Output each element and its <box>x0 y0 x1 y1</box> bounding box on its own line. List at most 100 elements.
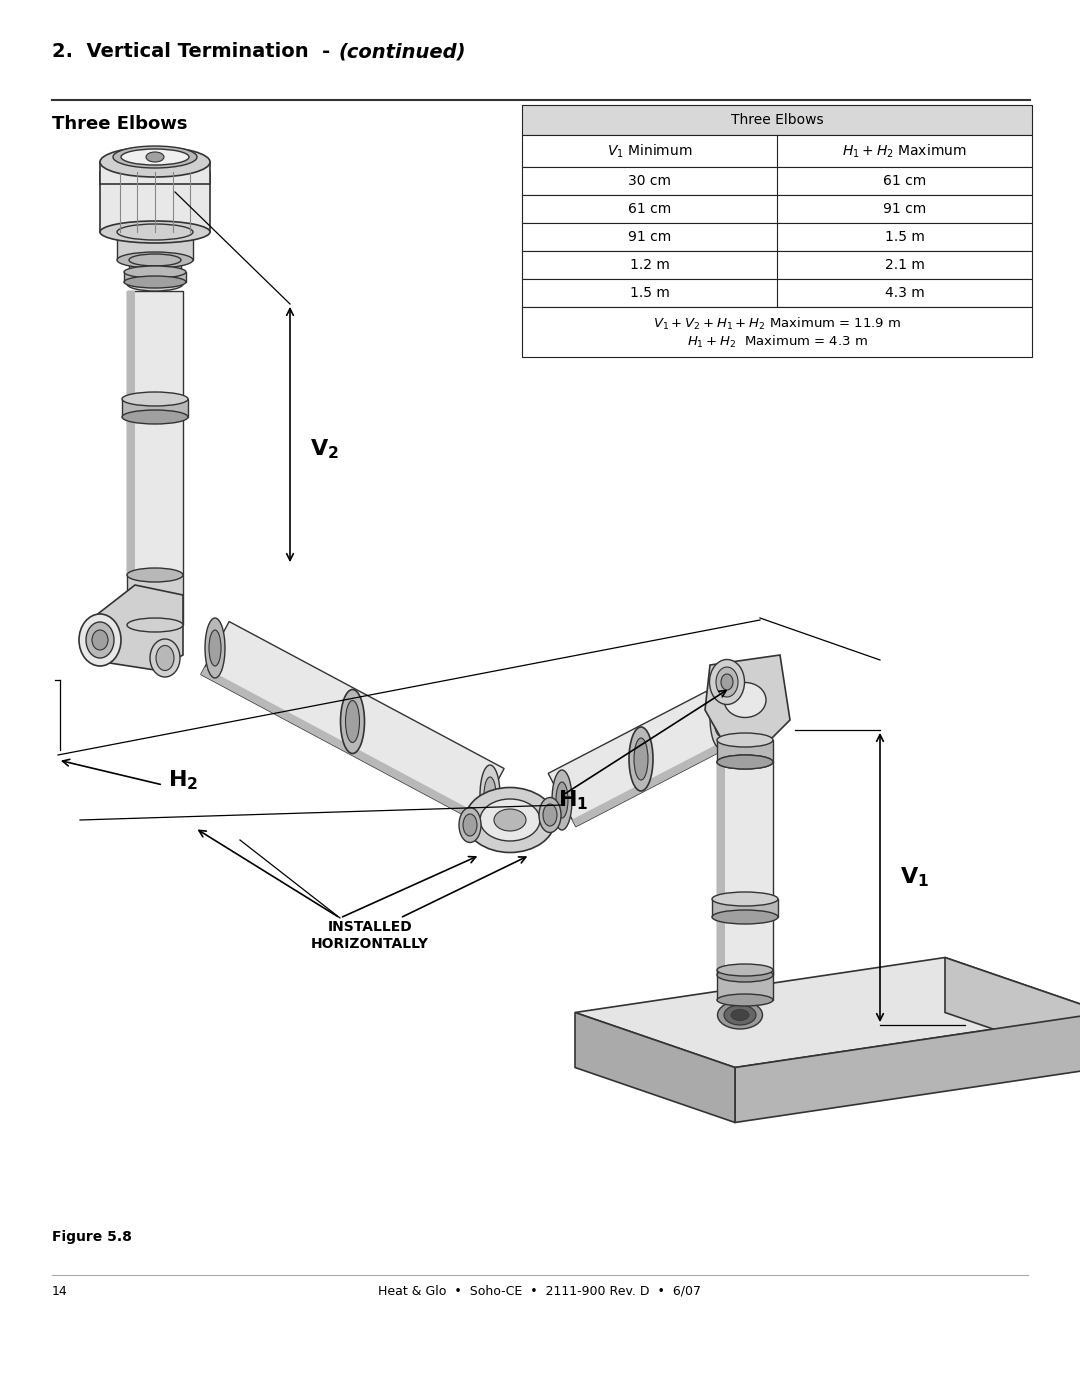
Ellipse shape <box>127 277 183 291</box>
Ellipse shape <box>480 766 500 826</box>
Polygon shape <box>90 585 183 671</box>
Ellipse shape <box>100 221 210 243</box>
Ellipse shape <box>146 152 164 162</box>
Text: 2.1 m: 2.1 m <box>885 258 924 272</box>
Ellipse shape <box>724 1004 756 1025</box>
Text: 91 cm: 91 cm <box>882 203 927 217</box>
Ellipse shape <box>122 409 188 425</box>
Polygon shape <box>549 692 733 827</box>
Polygon shape <box>945 957 1080 1067</box>
Ellipse shape <box>121 149 189 165</box>
Ellipse shape <box>86 622 114 658</box>
Ellipse shape <box>717 995 773 1006</box>
Text: 1.5 m: 1.5 m <box>885 231 924 244</box>
Ellipse shape <box>634 738 648 780</box>
Ellipse shape <box>127 569 183 583</box>
Bar <box>717 970 773 1000</box>
Ellipse shape <box>122 393 188 407</box>
Bar <box>100 162 210 184</box>
Ellipse shape <box>724 683 766 718</box>
Bar <box>717 761 725 975</box>
Polygon shape <box>575 957 1080 1067</box>
Ellipse shape <box>552 770 572 830</box>
Ellipse shape <box>717 754 773 768</box>
Text: 2.  Vertical Termination  -: 2. Vertical Termination - <box>52 42 337 61</box>
Bar <box>129 260 181 272</box>
Ellipse shape <box>717 968 773 982</box>
Text: $\mathbf{V_1}$: $\mathbf{V_1}$ <box>900 865 929 888</box>
Ellipse shape <box>712 893 778 907</box>
Ellipse shape <box>710 687 730 747</box>
Text: 4.3 m: 4.3 m <box>885 286 924 300</box>
Bar <box>717 740 773 761</box>
Bar <box>522 105 1032 136</box>
Bar <box>522 251 1032 279</box>
Text: $\mathbf{V_2}$: $\mathbf{V_2}$ <box>310 437 339 461</box>
Polygon shape <box>735 1013 1080 1123</box>
Ellipse shape <box>127 617 183 631</box>
Text: 61 cm: 61 cm <box>627 203 671 217</box>
Ellipse shape <box>210 630 221 666</box>
Ellipse shape <box>629 726 653 791</box>
Bar <box>127 291 183 576</box>
Ellipse shape <box>484 777 496 813</box>
Bar <box>522 307 1032 358</box>
Bar <box>122 400 188 416</box>
Ellipse shape <box>721 673 733 690</box>
Ellipse shape <box>731 1010 750 1020</box>
Ellipse shape <box>156 645 174 671</box>
Ellipse shape <box>712 909 778 923</box>
Ellipse shape <box>124 265 186 278</box>
Bar <box>717 761 773 975</box>
Ellipse shape <box>494 809 526 831</box>
Ellipse shape <box>346 700 360 742</box>
Text: $H_1 + H_2$  Maximum = 4.3 m: $H_1 + H_2$ Maximum = 4.3 m <box>687 334 867 351</box>
Ellipse shape <box>113 147 197 168</box>
Ellipse shape <box>717 964 773 977</box>
Text: 14: 14 <box>52 1285 68 1298</box>
Text: $\mathbf{H_1}$: $\mathbf{H_1}$ <box>558 788 589 812</box>
Text: (continued): (continued) <box>338 42 465 61</box>
Text: Heat & Glo  •  Soho-CE  •  2111-900 Rev. D  •  6/07: Heat & Glo • Soho-CE • 2111-900 Rev. D •… <box>378 1285 702 1298</box>
Ellipse shape <box>463 814 477 835</box>
Text: Three Elbows: Three Elbows <box>731 113 823 127</box>
Bar <box>127 576 183 624</box>
Text: 1.5 m: 1.5 m <box>630 286 670 300</box>
Bar <box>522 224 1032 251</box>
Text: 61 cm: 61 cm <box>882 175 927 189</box>
Ellipse shape <box>205 617 225 678</box>
Bar <box>522 136 1032 168</box>
Ellipse shape <box>117 224 193 240</box>
Ellipse shape <box>556 782 568 819</box>
Text: 30 cm: 30 cm <box>627 175 671 189</box>
Polygon shape <box>201 622 504 821</box>
Ellipse shape <box>117 251 193 268</box>
Text: 1.2 m: 1.2 m <box>630 258 670 272</box>
Polygon shape <box>705 655 789 745</box>
Bar <box>522 196 1032 224</box>
Text: $V_1 + V_2 + H_1 + H_2$ Maximum = 11.9 m: $V_1 + V_2 + H_1 + H_2$ Maximum = 11.9 m <box>652 316 901 332</box>
Ellipse shape <box>459 807 481 842</box>
Ellipse shape <box>714 700 726 736</box>
Bar <box>522 168 1032 196</box>
Ellipse shape <box>465 788 555 852</box>
Ellipse shape <box>539 798 561 833</box>
Ellipse shape <box>100 147 210 177</box>
Ellipse shape <box>710 659 744 704</box>
Bar <box>124 272 186 282</box>
Ellipse shape <box>129 265 181 278</box>
Bar <box>100 172 210 232</box>
Polygon shape <box>572 738 733 827</box>
Ellipse shape <box>150 638 180 678</box>
Ellipse shape <box>543 805 557 826</box>
Ellipse shape <box>716 666 738 697</box>
Bar <box>522 279 1032 307</box>
Ellipse shape <box>713 672 778 728</box>
Ellipse shape <box>717 1002 762 1030</box>
Bar <box>127 291 135 576</box>
Bar <box>117 232 193 260</box>
Text: Figure 5.8: Figure 5.8 <box>52 1229 132 1243</box>
Ellipse shape <box>717 733 773 747</box>
Ellipse shape <box>340 690 365 753</box>
Polygon shape <box>575 1013 735 1123</box>
